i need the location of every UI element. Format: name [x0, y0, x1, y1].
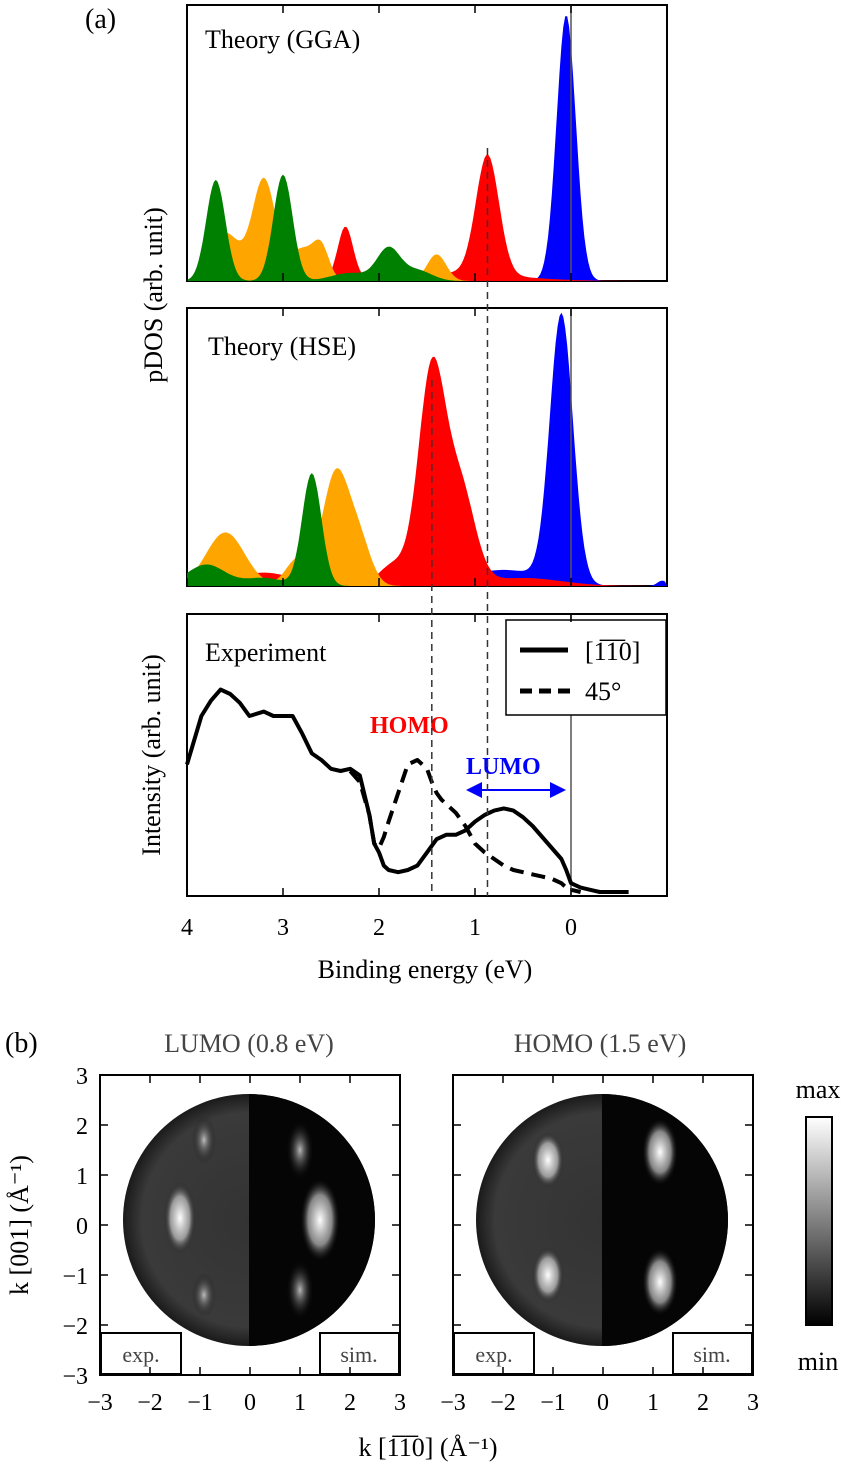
pdos-area-3: [187, 174, 667, 281]
homo-sim-labelbox: [672, 1332, 753, 1375]
ky-tick-label: 3: [76, 1064, 88, 1090]
energy-tick-label: 3: [277, 915, 289, 941]
exp-ylabel: Intensity (arb. unit): [137, 654, 166, 855]
energy-x-ticks: 4 3 2 1 0: [181, 5, 577, 941]
kx-tick-label: 0: [597, 1390, 609, 1416]
energy-xlabel: Binding energy (eV): [318, 955, 533, 984]
gga-title: Theory (GGA): [205, 25, 360, 54]
energy-tick-label: 1: [469, 915, 481, 941]
colorbar-min-label: min: [798, 1347, 838, 1376]
exp-curve-dashed: [348, 758, 582, 894]
lumo-map-title: LUMO (0.8 eV): [164, 1029, 334, 1058]
lumo-arrow: [466, 782, 566, 798]
pdos-area-1: [187, 356, 667, 586]
lumo-sim-label: sim.: [340, 1342, 377, 1367]
kx-tick-label: −3: [440, 1390, 466, 1416]
homo-map-title: HOMO (1.5 eV): [514, 1029, 687, 1058]
ky-tick-label: −1: [62, 1264, 88, 1290]
pdos-area-0: [187, 312, 667, 586]
colorbar: [805, 1116, 833, 1326]
ky-tick-label: 1: [76, 1164, 88, 1190]
kx-tick-label: −2: [490, 1390, 516, 1416]
panel-b-label: (b): [5, 1028, 38, 1059]
homo-exp-label: exp.: [475, 1342, 512, 1367]
kx-tick-label: 2: [344, 1390, 356, 1416]
kx-tick-label: −1: [187, 1390, 213, 1416]
exp-title: Experiment: [205, 638, 327, 667]
homo-sim-label: sim.: [693, 1342, 730, 1367]
energy-guides: [431, 148, 489, 896]
energy-tick-label: 4: [181, 915, 193, 941]
kx-tick-label: 1: [294, 1390, 306, 1416]
energy-tick-label: 2: [373, 915, 385, 941]
kx-tick-label: 2: [697, 1390, 709, 1416]
ky-tick-label: 0: [76, 1214, 88, 1240]
lumo-exp-labelbox: [100, 1332, 182, 1375]
lumo-sim-labelbox: [319, 1332, 400, 1375]
kx-tick-label: 3: [394, 1390, 406, 1416]
hse-title: Theory (HSE): [208, 332, 356, 361]
kx-tick-label: −3: [87, 1390, 113, 1416]
pdos-ylabel: pDOS (arb. unit): [139, 207, 168, 382]
pdos-area-2: [187, 177, 667, 281]
hse-area-layer: [187, 308, 667, 586]
lumo-label: LUMO: [466, 754, 541, 780]
kx-tick-label: 3: [747, 1390, 759, 1416]
exp-panel-frame: [186, 613, 668, 897]
ky-tick-label: 2: [76, 1114, 88, 1140]
pdos-area-3: [187, 473, 667, 586]
kx-tick-label: −2: [137, 1390, 163, 1416]
legend-solid-label: [1̅1̅0]: [585, 637, 640, 666]
homo-label: HOMO: [370, 713, 449, 739]
homo-exp-labelbox: [453, 1332, 535, 1375]
kx-tick-label: 0: [244, 1390, 256, 1416]
kx-tick-label: 1: [647, 1390, 659, 1416]
panel-a-label: (a): [85, 4, 116, 35]
lumo-exp-label: exp.: [122, 1342, 159, 1367]
k110-xlabel: k [1̅1̅0] (Å⁻¹): [359, 1433, 498, 1462]
exp-curve-solid: [185, 687, 629, 894]
legend-box: [505, 619, 667, 716]
energy-tick-label: 0: [565, 915, 577, 941]
k-axis-ticks: −3 −2 −1 0 1 2 3 −3 −2 −1 0 1 2 3 3 2 1 0 −1 −2 −3: [62, 1064, 759, 1416]
k001-ylabel: k [001] (Å⁻¹): [5, 1155, 34, 1295]
ky-tick-label: −2: [62, 1314, 88, 1340]
gga-area-layer: [187, 5, 667, 282]
kx-tick-label: −1: [540, 1390, 566, 1416]
legend-dashed-label: 45°: [585, 677, 621, 706]
ky-tick-label: −3: [62, 1364, 88, 1390]
colorbar-max-label: max: [796, 1075, 841, 1104]
